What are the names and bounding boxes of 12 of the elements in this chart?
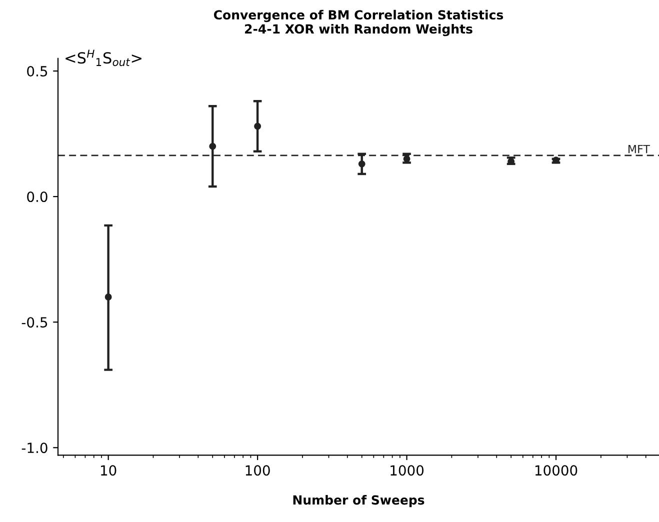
- x-tick-label: 1000: [390, 465, 424, 476]
- chart-title: Convergence of BM Correlation Statistics 2-4-1 XOR with Random Weights: [214, 10, 504, 36]
- y-tick-label: 0.0: [27, 192, 48, 202]
- ref-line-label: MFT: [628, 144, 650, 154]
- y-tick-label: 0.5: [27, 66, 48, 76]
- x-tick-label: 10: [101, 465, 116, 476]
- y-axis-title: <S$^{H}$$_{1}$S$_{out}$>: [66, 50, 142, 66]
- x-tick-label: 100: [246, 465, 270, 476]
- y-tick-label: -0.5: [22, 317, 48, 328]
- y-tick-label: -1.0: [22, 442, 48, 454]
- x-axis-title: Number of Sweeps: [293, 495, 424, 508]
- x-tick-label: 10000: [535, 465, 578, 476]
